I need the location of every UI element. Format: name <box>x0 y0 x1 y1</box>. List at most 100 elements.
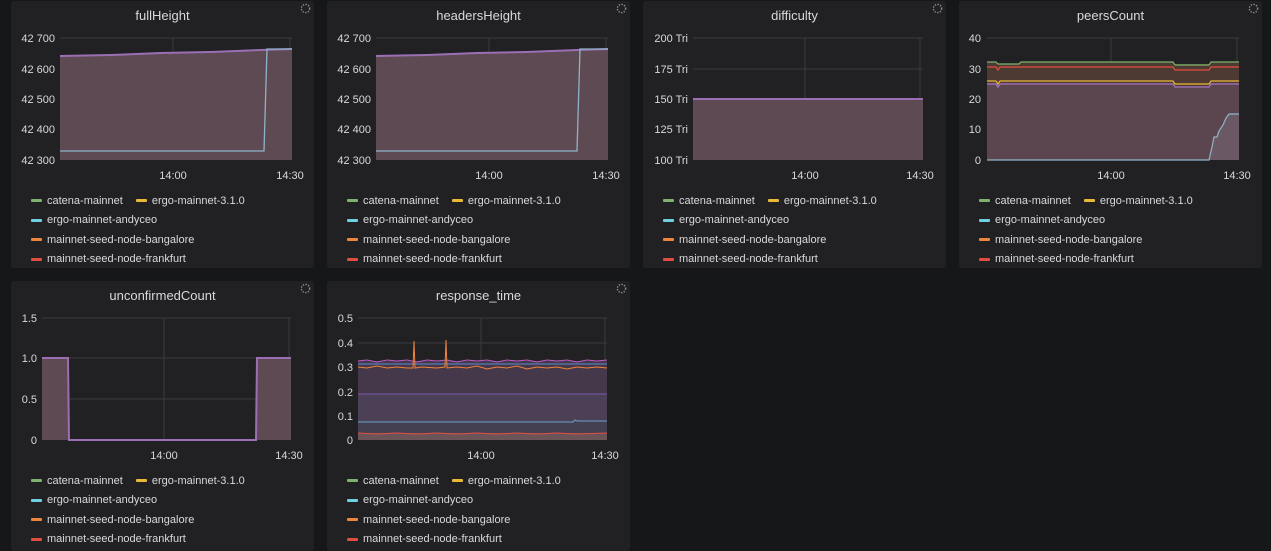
svg-text:14:00: 14:00 <box>467 450 495 462</box>
svg-text:1.5: 1.5 <box>22 313 37 325</box>
legend-item[interactable]: mainnet-seed-node-frankfurt <box>663 253 818 265</box>
legend-swatch-icon <box>31 498 42 502</box>
loading-spinner-icon <box>616 283 627 294</box>
legend-item[interactable]: ergo-mainnet-andyceo <box>31 214 157 226</box>
loading-spinner-icon <box>300 3 311 14</box>
legend-item[interactable]: catena-mainnet <box>979 195 1071 207</box>
legend-item[interactable]: mainnet-seed-node-bangalore <box>663 234 826 246</box>
svg-text:42 400: 42 400 <box>21 124 55 136</box>
legend-item[interactable]: mainnet-seed-node-frankfurt <box>347 253 502 265</box>
legend: catena-mainnet ergo-mainnet-3.1.0 ergo-ma… <box>31 471 258 549</box>
legend-swatch-icon <box>31 537 42 541</box>
panel-unconfirmedcount: unconfirmedCount 1.5 1.0 0.5 0 14:00 14:… <box>11 281 314 551</box>
panel-title[interactable]: fullHeight <box>135 8 190 23</box>
legend-swatch-icon <box>347 537 358 541</box>
chart-area[interactable]: 42 700 42 600 42 500 42 400 42 300 14:00… <box>11 1 314 191</box>
panel-title[interactable]: response_time <box>435 288 522 303</box>
legend-swatch-icon <box>663 199 674 203</box>
legend-item[interactable]: catena-mainnet <box>347 195 439 207</box>
svg-text:14:30: 14:30 <box>592 170 620 182</box>
legend-item[interactable]: ergo-mainnet-andyceo <box>31 494 157 506</box>
svg-text:30: 30 <box>969 64 981 76</box>
legend-swatch-icon <box>347 479 358 483</box>
svg-text:14:30: 14:30 <box>275 450 303 462</box>
legend: catena-mainnet ergo-mainnet-3.1.0 ergo-ma… <box>663 191 890 268</box>
svg-text:10: 10 <box>969 124 981 136</box>
chart-area[interactable]: 40 30 20 10 0 14:00 14:30 <box>959 1 1262 191</box>
legend-item[interactable]: catena-mainnet <box>31 475 123 487</box>
chart-area[interactable]: 200 Tri 175 Tri 150 Tri 125 Tri 100 Tri … <box>643 1 946 191</box>
legend-swatch-icon <box>347 199 358 203</box>
legend-item[interactable]: mainnet-seed-node-bangalore <box>347 234 510 246</box>
legend-item[interactable]: mainnet-seed-node-frankfurt <box>31 533 186 545</box>
svg-text:0: 0 <box>347 435 353 447</box>
panel-title[interactable]: headersHeight <box>436 8 521 23</box>
loading-spinner-icon <box>1248 3 1259 14</box>
panel-title[interactable]: peersCount <box>1076 8 1145 23</box>
legend-item[interactable]: ergo-mainnet-3.1.0 <box>451 475 561 487</box>
legend-item[interactable]: mainnet-seed-node-bangalore <box>31 234 194 246</box>
svg-text:0: 0 <box>31 435 37 447</box>
svg-text:100 Tri: 100 Tri <box>654 155 688 167</box>
svg-text:14:00: 14:00 <box>150 450 178 462</box>
legend-swatch-icon <box>663 238 674 242</box>
legend-swatch-icon <box>347 218 358 222</box>
svg-text:175 Tri: 175 Tri <box>654 64 688 76</box>
panel-peerscount: peersCount 40 30 20 10 0 14:00 14:30 cat… <box>959 1 1262 268</box>
svg-text:0.4: 0.4 <box>338 338 353 350</box>
svg-text:42 400: 42 400 <box>337 124 371 136</box>
legend-swatch-icon <box>451 479 463 483</box>
legend-item[interactable]: ergo-mainnet-3.1.0 <box>451 195 561 207</box>
svg-text:14:30: 14:30 <box>276 170 304 182</box>
legend-item[interactable]: mainnet-seed-node-bangalore <box>347 514 510 526</box>
legend-item[interactable]: mainnet-seed-node-bangalore <box>31 514 194 526</box>
legend-item[interactable]: mainnet-seed-node-frankfurt <box>979 253 1134 265</box>
svg-text:42 700: 42 700 <box>21 33 55 45</box>
svg-text:40: 40 <box>969 33 981 45</box>
chart-area[interactable]: 0.5 0.4 0.3 0.2 0.1 0 14:00 14:30 <box>327 281 630 471</box>
svg-text:42 300: 42 300 <box>337 155 371 167</box>
svg-text:1.0: 1.0 <box>22 353 37 365</box>
svg-text:42 600: 42 600 <box>337 64 371 76</box>
svg-text:0.1: 0.1 <box>338 411 353 423</box>
legend-item[interactable]: ergo-mainnet-andyceo <box>979 214 1105 226</box>
legend-item[interactable]: ergo-mainnet-andyceo <box>347 494 473 506</box>
legend-swatch-icon <box>347 518 358 522</box>
legend-item[interactable]: ergo-mainnet-andyceo <box>347 214 473 226</box>
svg-text:0.3: 0.3 <box>338 362 353 374</box>
legend-item[interactable]: catena-mainnet <box>31 195 123 207</box>
legend-swatch-icon <box>1083 199 1095 203</box>
legend-item[interactable]: ergo-mainnet-3.1.0 <box>135 475 245 487</box>
legend-item[interactable]: ergo-mainnet-3.1.0 <box>767 195 877 207</box>
legend-item[interactable]: mainnet-seed-node-frankfurt <box>347 533 502 545</box>
legend-item[interactable]: ergo-mainnet-andyceo <box>663 214 789 226</box>
chart-area[interactable]: 42 700 42 600 42 500 42 400 42 300 14:00… <box>327 1 630 191</box>
legend-swatch-icon <box>347 238 358 242</box>
legend-swatch-icon <box>663 218 674 222</box>
legend-swatch-icon <box>31 518 42 522</box>
svg-text:14:00: 14:00 <box>791 170 819 182</box>
loading-spinner-icon <box>300 283 311 294</box>
svg-text:125 Tri: 125 Tri <box>654 124 688 136</box>
legend-swatch-icon <box>663 257 674 261</box>
svg-text:42 600: 42 600 <box>21 64 55 76</box>
legend: catena-mainnet ergo-mainnet-3.1.0 ergo-ma… <box>347 471 574 549</box>
legend-item[interactable]: mainnet-seed-node-bangalore <box>979 234 1142 246</box>
svg-text:14:30: 14:30 <box>591 450 619 462</box>
svg-text:42 500: 42 500 <box>337 94 371 106</box>
chart-area[interactable]: 1.5 1.0 0.5 0 14:00 14:30 <box>11 281 314 471</box>
legend-item[interactable]: ergo-mainnet-3.1.0 <box>135 195 245 207</box>
legend-swatch-icon <box>31 218 42 222</box>
legend-swatch-icon <box>979 257 990 261</box>
legend-item[interactable]: mainnet-seed-node-frankfurt <box>31 253 186 265</box>
legend-swatch-icon <box>347 257 358 261</box>
legend-item[interactable]: catena-mainnet <box>347 475 439 487</box>
legend-item[interactable]: catena-mainnet <box>663 195 755 207</box>
legend: catena-mainnet ergo-mainnet-3.1.0 ergo-ma… <box>31 191 258 268</box>
panel-title[interactable]: unconfirmedCount <box>109 288 216 303</box>
legend-swatch-icon <box>135 199 147 203</box>
panel-title[interactable]: difficulty <box>771 8 818 23</box>
legend-item[interactable]: ergo-mainnet-3.1.0 <box>1083 195 1193 207</box>
panel-fullheight: fullHeight 42 700 42 600 42 500 42 400 4… <box>11 1 314 268</box>
svg-text:14:00: 14:00 <box>1097 170 1125 182</box>
